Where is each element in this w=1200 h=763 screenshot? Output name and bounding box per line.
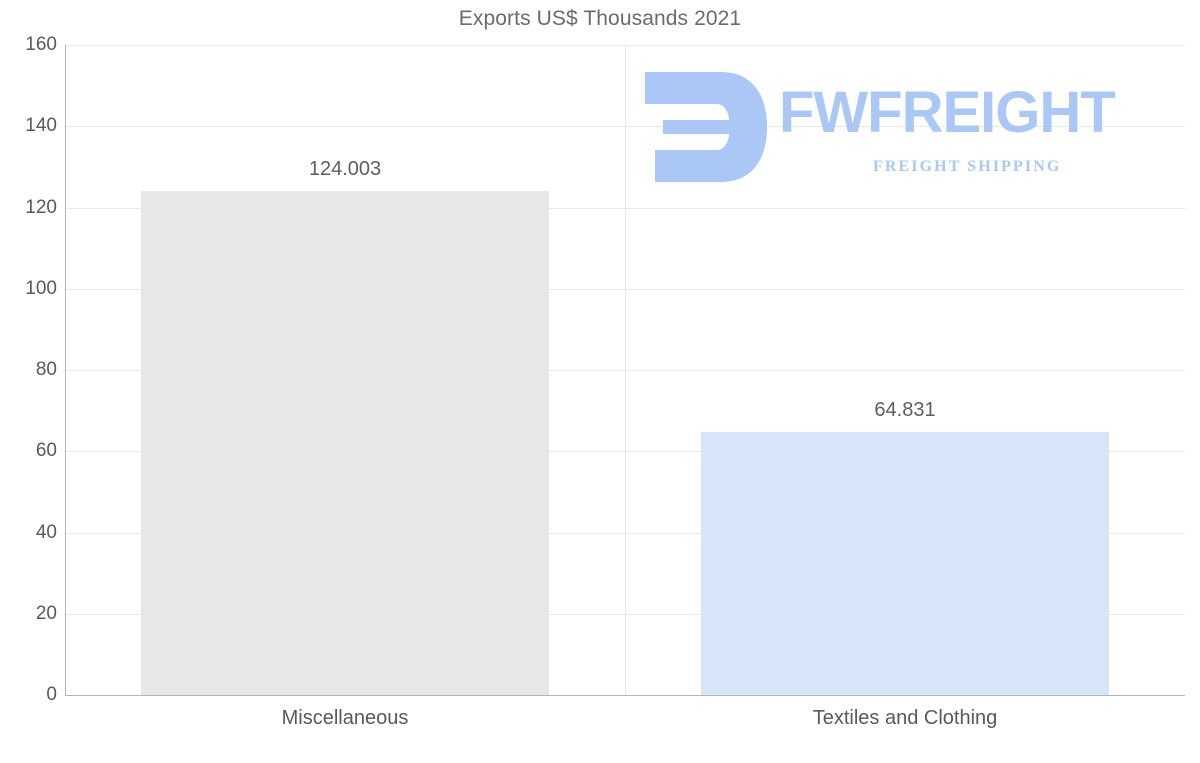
y-axis-tick-labels: 0 20 40 60 80 100 120 140 160: [0, 0, 57, 763]
y-axis-tick-label: 80: [35, 359, 57, 380]
y-axis-line: [65, 45, 66, 696]
y-axis-tick-label: 120: [25, 196, 57, 218]
gridline-vertical: [625, 45, 626, 695]
chart-title: Exports US$ Thousands 2021: [458, 7, 742, 30]
y-axis-tick-label: 0: [46, 684, 57, 705]
y-axis-tick-label: 160: [25, 34, 57, 55]
y-axis-tick-label: 60: [35, 440, 57, 462]
y-axis-tick-label: 40: [35, 521, 57, 543]
y-axis-tick-label: 100: [25, 277, 57, 299]
x-axis-tick-label: Textiles and Clothing: [812, 707, 998, 729]
bar-value-label: 124.003: [308, 158, 382, 181]
x-axis-line: [65, 695, 1185, 696]
bar[interactable]: [700, 431, 1110, 695]
bar[interactable]: [140, 191, 550, 695]
y-axis-tick-label: 140: [25, 115, 57, 137]
bar-value-label: 64.831: [874, 398, 936, 421]
y-axis-tick-label: 20: [35, 602, 57, 624]
x-axis-tick-label: Miscellaneous: [281, 707, 409, 729]
